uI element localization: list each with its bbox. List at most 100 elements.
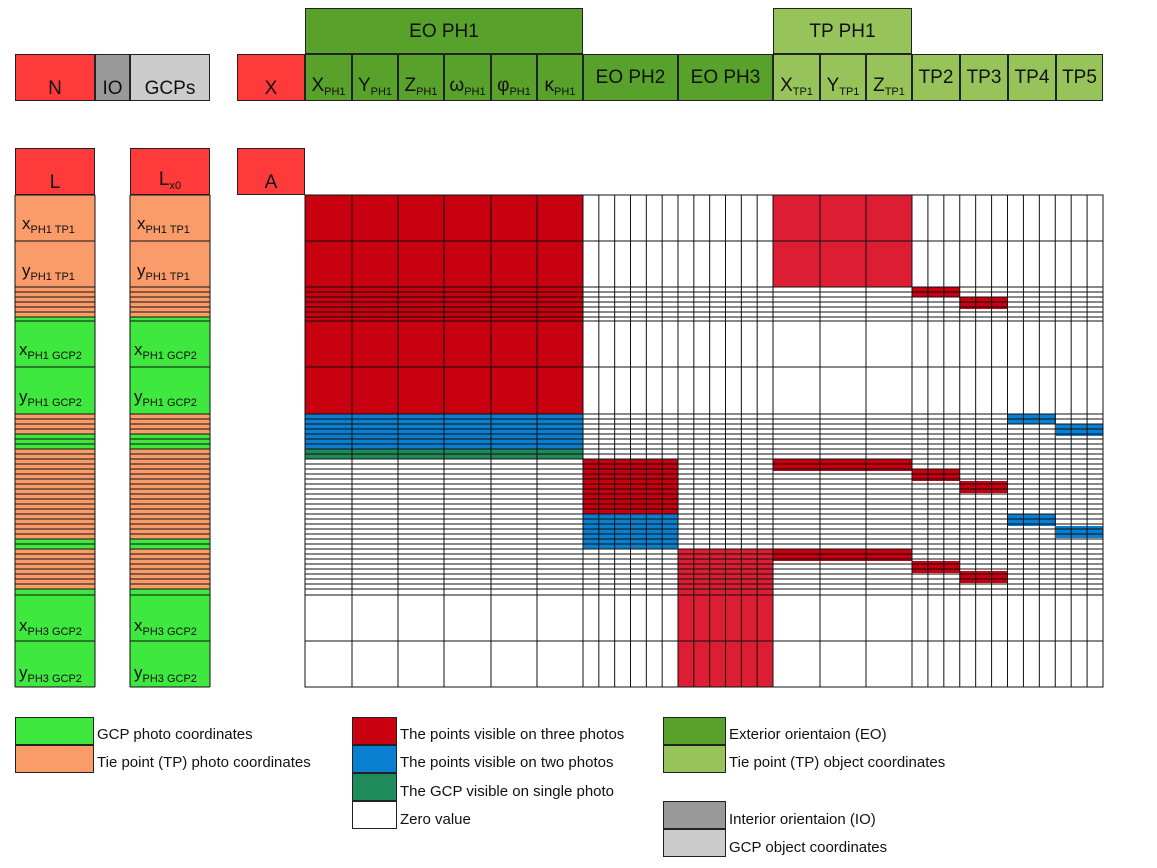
lx0-column-stripe [130, 474, 210, 479]
legend-swatch-tp-photo [15, 745, 94, 773]
legend-text-two-photos: The points visible on two photos [400, 754, 614, 771]
l-column-stripe [15, 489, 95, 494]
legend-swatch-two-photos [352, 745, 397, 773]
lx0-column-stripe [130, 494, 210, 499]
l-column-tp-stripe [15, 312, 95, 317]
lx0-column-stripe [130, 504, 210, 509]
l-column-stripe [15, 469, 95, 474]
tp1-bar-ph2 [773, 459, 912, 471]
lx0-column-gcp-thin [130, 317, 210, 321]
l-vector-box: L [15, 148, 95, 195]
legend-text-gcp-photo: GCP photo coordinates [97, 726, 253, 743]
col-eo-ph3: EO PH3 [678, 54, 773, 101]
l-column-stripe [15, 539, 95, 544]
l-label: L [49, 172, 61, 193]
l-column-stripe [15, 419, 95, 424]
tp3-label: TP3 [966, 67, 1002, 88]
lx0-column-stripe [130, 514, 210, 519]
legend-swatch-gcp-single [352, 773, 397, 801]
eo-ph2-label: EO PH2 [595, 67, 666, 88]
col-tp2: TP2 [912, 54, 960, 101]
legend-text-tp-object: Tie point (TP) object coordinates [729, 754, 946, 771]
col-x-tp1: XTP1 [773, 54, 820, 101]
l-column-tp-stripe [15, 307, 95, 312]
l-column-stripe [15, 424, 95, 429]
lx0-column-stripe [130, 524, 210, 529]
l-row-x-ph1-gcp2: xPH1 GCP2 [19, 340, 82, 362]
tp4-label: TP4 [1014, 67, 1050, 88]
l-column-tp-stripe [15, 292, 95, 297]
col-x-ph1: XPH1 [305, 54, 352, 101]
legend-text-zero: Zero value [400, 811, 471, 828]
l-column-stripe [15, 464, 95, 469]
lx0-label: Lx0 [158, 169, 182, 192]
col-tp3: TP3 [960, 54, 1008, 101]
lx0-column-stripe [130, 559, 210, 564]
tp-ph1-label: TP PH1 [809, 20, 876, 42]
l-column-stripe [15, 554, 95, 559]
a-matrix-box: A [237, 148, 305, 195]
lx0-column-stripe [130, 549, 210, 554]
tp2-label: TP2 [918, 67, 954, 88]
l-column-gcp-thin [15, 317, 95, 321]
lx0-column-stripe [130, 509, 210, 514]
l-column-stripe [15, 519, 95, 524]
lx0-column-tp-stripe [130, 302, 210, 307]
l-column-tp-stripe [15, 297, 95, 302]
lx0-column-tp-stripe [130, 287, 210, 292]
lx0-row-x-ph1-gcp2: xPH1 GCP2 [134, 340, 197, 362]
gcps-vector-box: GCPs [130, 54, 210, 101]
lx0-column-tp-stripe [130, 297, 210, 302]
lx0-column-stripe [130, 414, 210, 419]
lx0-column-stripe [130, 484, 210, 489]
l-column-stripe [15, 524, 95, 529]
col-x-tp1-text: XTP1 [780, 75, 813, 98]
l-column-stripe [15, 559, 95, 564]
lx0-column-stripe [130, 434, 210, 439]
gcps-label: GCPs [144, 78, 196, 99]
col-z-ph1: ZPH1 [398, 54, 444, 101]
lx0-column-stripe [130, 464, 210, 469]
lx0-column-stripe [130, 564, 210, 569]
lx0-column-stripe [130, 539, 210, 544]
col-tp5: TP5 [1056, 54, 1103, 101]
col-omega-ph1: ωPH1 [444, 54, 491, 101]
l-column-gcp-thin2 [15, 589, 95, 595]
legend-swatch-gcp-photo [15, 717, 94, 745]
l-column-stripe [15, 414, 95, 419]
lx0-column-gcp-thin2 [130, 589, 210, 595]
tp1-bar-ph3 [773, 549, 912, 561]
col-y-ph1: YPH1 [352, 54, 398, 101]
l-column-stripe [15, 544, 95, 549]
lx0-row-y-ph1-tp1: yPH1 TP1 [137, 261, 190, 283]
lx0-column-stripe [130, 529, 210, 534]
col-y-tp1: YTP1 [820, 54, 866, 101]
lx0-column-tp-stripe [130, 307, 210, 312]
l-column-stripe [15, 574, 95, 579]
lx0-column-stripe [130, 544, 210, 549]
io-vector-box: IO [95, 54, 130, 101]
l-column-stripe [15, 529, 95, 534]
l-column-tp-stripe [15, 302, 95, 307]
l-column-stripe [15, 429, 95, 434]
eo-ph3-label: EO PH3 [690, 67, 761, 88]
lx0-column-stripe [130, 579, 210, 584]
col-y-ph1-text: YPH1 [357, 75, 393, 98]
col-kappa-ph1: κPH1 [537, 54, 583, 101]
eo-ph1-header: EO PH1 [305, 8, 583, 54]
lx0-column-stripe [130, 469, 210, 474]
col-phi-ph1-text: φPH1 [497, 75, 531, 98]
tp3-bar-ph2 [960, 481, 1008, 493]
lx0-column-tp-stripe [130, 292, 210, 297]
legend-text-tp-photo: Tie point (TP) photo coordinates [97, 754, 311, 771]
l-column-stripe [15, 509, 95, 514]
l-row-y-ph1-gcp2: yPH1 GCP2 [19, 387, 82, 409]
tp2-bar-ph3 [912, 561, 960, 573]
l-column-stripe [15, 474, 95, 479]
tp3-bar-ph3 [960, 571, 1008, 583]
col-z-ph1-text: ZPH1 [404, 75, 438, 98]
l-column-stripe [15, 434, 95, 439]
col-x-ph1-text: XPH1 [311, 75, 346, 98]
col-kappa-ph1-text: κPH1 [544, 75, 576, 98]
